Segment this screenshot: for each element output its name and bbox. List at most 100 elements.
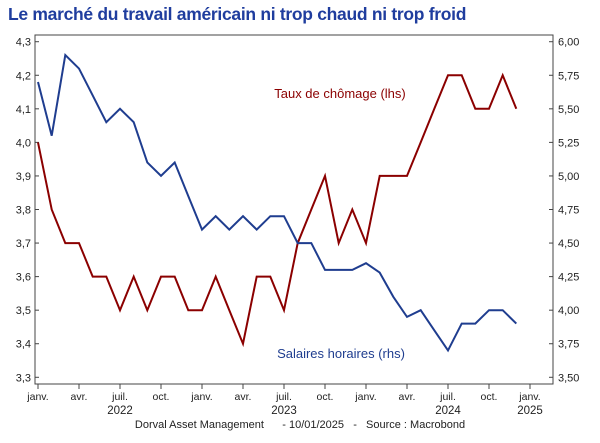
data-point	[187, 195, 189, 197]
data-point	[406, 175, 408, 177]
data-point	[160, 175, 162, 177]
series-line-wages	[37, 53, 518, 353]
data-point	[310, 209, 312, 211]
data-point	[365, 242, 367, 244]
data-point	[502, 309, 504, 311]
data-point	[215, 276, 217, 278]
data-point	[133, 121, 135, 123]
axes-layer	[34, 34, 554, 389]
series-label: Salaires horaires (rhs)	[277, 346, 405, 361]
data-point	[119, 108, 121, 110]
data-point	[92, 276, 94, 278]
data-point	[201, 229, 203, 231]
data-point	[78, 242, 80, 244]
data-point	[324, 175, 326, 177]
y-right-tick-label: 4,75	[558, 205, 579, 217]
data-point	[201, 309, 203, 311]
data-point	[51, 135, 53, 137]
y-right-tick-label: 4,25	[558, 272, 579, 284]
data-point	[228, 229, 230, 231]
y-right-tick-label: 5,00	[558, 171, 579, 183]
data-point	[242, 215, 244, 217]
y-right-tick-label: 5,75	[558, 70, 579, 82]
data-point	[215, 215, 217, 217]
source-note: Dorval Asset Management - 10/01/2025 - S…	[134, 419, 466, 431]
y-right-tick-label: 3,50	[558, 372, 579, 384]
x-tick-label: avr.	[399, 391, 416, 403]
data-point	[474, 108, 476, 110]
data-point	[379, 272, 381, 274]
x-tick-label: juil.	[275, 391, 292, 403]
x-tick-label: oct.	[317, 391, 334, 403]
data-point	[174, 162, 176, 164]
y-right-tick-label: 3,75	[558, 339, 579, 351]
data-point	[78, 68, 80, 70]
data-point	[365, 262, 367, 264]
data-point	[379, 175, 381, 177]
x-year-label: 2022	[107, 405, 133, 417]
x-year-label: 2023	[271, 405, 297, 417]
data-point	[338, 242, 340, 244]
data-point	[92, 94, 94, 96]
data-point	[351, 269, 353, 271]
y-right-tick-label: 4,50	[558, 238, 579, 250]
x-tick-label: janv.	[518, 391, 540, 403]
x-tick-label: janv.	[26, 391, 48, 403]
data-point	[242, 343, 244, 345]
data-point	[433, 108, 435, 110]
data-point	[338, 269, 340, 271]
x-tick-label: janv.	[354, 391, 376, 403]
data-point	[269, 215, 271, 217]
data-point	[174, 276, 176, 278]
y-left-tick-label: 3,8	[16, 205, 31, 217]
data-point	[447, 349, 449, 351]
series-line-unemployment	[37, 72, 518, 348]
data-point	[406, 316, 408, 318]
data-point	[297, 242, 299, 244]
data-point	[392, 175, 394, 177]
data-point	[146, 162, 148, 164]
data-point	[474, 323, 476, 325]
data-point	[256, 229, 258, 231]
y-left-tick-label: 4,2	[16, 70, 31, 82]
labels-layer: 3,3 3,4 3,5 3,6 3,7 3,8 3,9 4,0 4,1 4,2 4,3 3,50 3,7…	[16, 37, 580, 417]
data-point	[488, 309, 490, 311]
y-left-tick-label: 4,1	[16, 104, 31, 116]
y-left-tick-label: 3,5	[16, 305, 31, 317]
data-point	[461, 74, 463, 76]
data-point	[392, 296, 394, 298]
y-left-tick-label: 3,9	[16, 171, 31, 183]
data-point	[420, 141, 422, 143]
x-tick-label: avr.	[71, 391, 88, 403]
data-point	[37, 141, 39, 143]
chart-title: Le marché du travail américain ni trop c…	[8, 4, 467, 24]
data-point	[64, 242, 66, 244]
data-point	[160, 276, 162, 278]
data-point	[269, 276, 271, 278]
data-point	[351, 209, 353, 211]
data-point	[105, 121, 107, 123]
data-point	[64, 54, 66, 56]
x-tick-label: juil.	[111, 391, 128, 403]
data-point	[433, 329, 435, 331]
series-label: Taux de chômage (lhs)	[274, 86, 406, 101]
data-point	[502, 74, 504, 76]
y-left-tick-label: 4,0	[16, 137, 31, 149]
y-left-tick-label: 3,3	[16, 372, 31, 384]
data-point	[37, 81, 39, 83]
data-point	[51, 209, 53, 211]
data-point	[310, 242, 312, 244]
y-left-tick-label: 4,3	[16, 37, 31, 49]
y-right-tick-label: 4,00	[558, 305, 579, 317]
x-tick-label: avr.	[235, 391, 252, 403]
x-tick-label: oct.	[481, 391, 498, 403]
data-point	[146, 309, 148, 311]
data-point	[133, 276, 135, 278]
data-point	[420, 309, 422, 311]
data-point	[515, 323, 517, 325]
data-point	[488, 108, 490, 110]
y-left-tick-label: 3,6	[16, 272, 31, 284]
data-point	[228, 309, 230, 311]
data-point	[447, 74, 449, 76]
